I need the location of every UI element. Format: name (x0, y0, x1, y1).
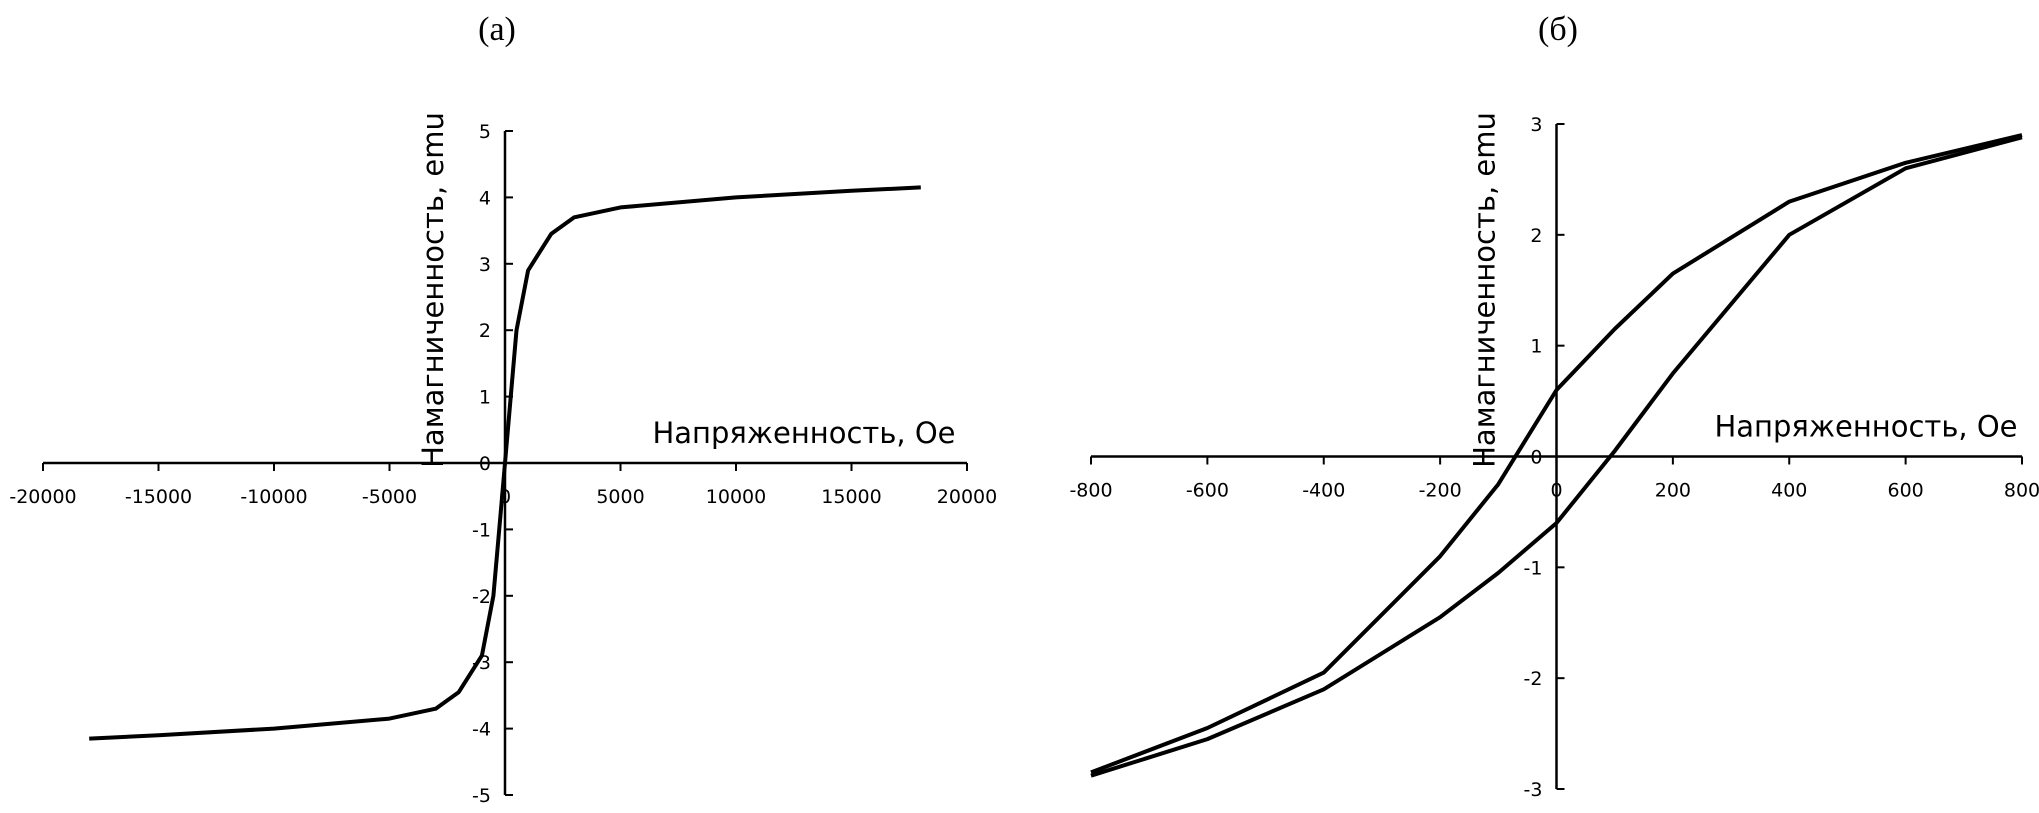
y-tick-label: 3 (1530, 114, 1542, 136)
y-tick-label: -4 (472, 719, 491, 741)
y-tick-label: 2 (1530, 225, 1542, 247)
x-tick-label: -20000 (9, 486, 76, 508)
panel-title: (a) (478, 11, 516, 48)
x-tick-label: -400 (1302, 480, 1345, 502)
y-tick-label: 1 (1530, 336, 1542, 358)
x-tick-label: 600 (1887, 480, 1923, 502)
x-tick-label: -15000 (125, 486, 192, 508)
x-tick-label: -600 (1186, 480, 1229, 502)
y-tick-label: 3 (479, 254, 491, 276)
x-tick-label: -10000 (240, 486, 307, 508)
x-tick-label: 200 (1655, 480, 1691, 502)
x-axis-label: Напряженность, Ое (1714, 410, 2017, 444)
y-tick-label: -1 (1524, 557, 1543, 579)
curve (1090, 133, 2023, 775)
y-tick-label: -3 (1524, 779, 1543, 801)
y-tick-label: 0 (1530, 447, 1542, 469)
y-tick-label: 0 (479, 453, 491, 475)
y-axis-label: Намагниченность, emu (416, 112, 450, 468)
curve (1090, 135, 2023, 778)
y-tick-label: 5 (479, 121, 491, 143)
y-tick-label: -1 (472, 519, 491, 541)
y-tick-label: 2 (479, 320, 491, 342)
curve (89, 185, 921, 741)
y-tick-label: 4 (479, 187, 491, 209)
x-tick-label: 20000 (937, 486, 997, 508)
panel-title: (б) (1538, 11, 1578, 48)
x-tick-label: -800 (1069, 480, 1112, 502)
x-tick-label: -200 (1419, 480, 1462, 502)
x-tick-label: 800 (2004, 480, 2039, 502)
x-tick-label: 15000 (821, 486, 881, 508)
y-tick-label: 1 (479, 387, 491, 409)
x-tick-label: 5000 (596, 486, 644, 508)
x-tick-label: 0 (1550, 480, 1562, 502)
y-tick-label: -2 (472, 586, 491, 608)
x-axis-label: Напряженность, Ое (652, 416, 955, 450)
x-tick-label: 10000 (706, 486, 766, 508)
y-tick-label: -3 (472, 652, 491, 674)
y-axis-label: Намагниченность, emu (1468, 112, 1502, 468)
x-tick-label: -5000 (362, 486, 417, 508)
y-tick-label: -2 (1524, 668, 1543, 690)
y-tick-label: -5 (472, 785, 491, 807)
x-tick-label: 400 (1771, 480, 1807, 502)
